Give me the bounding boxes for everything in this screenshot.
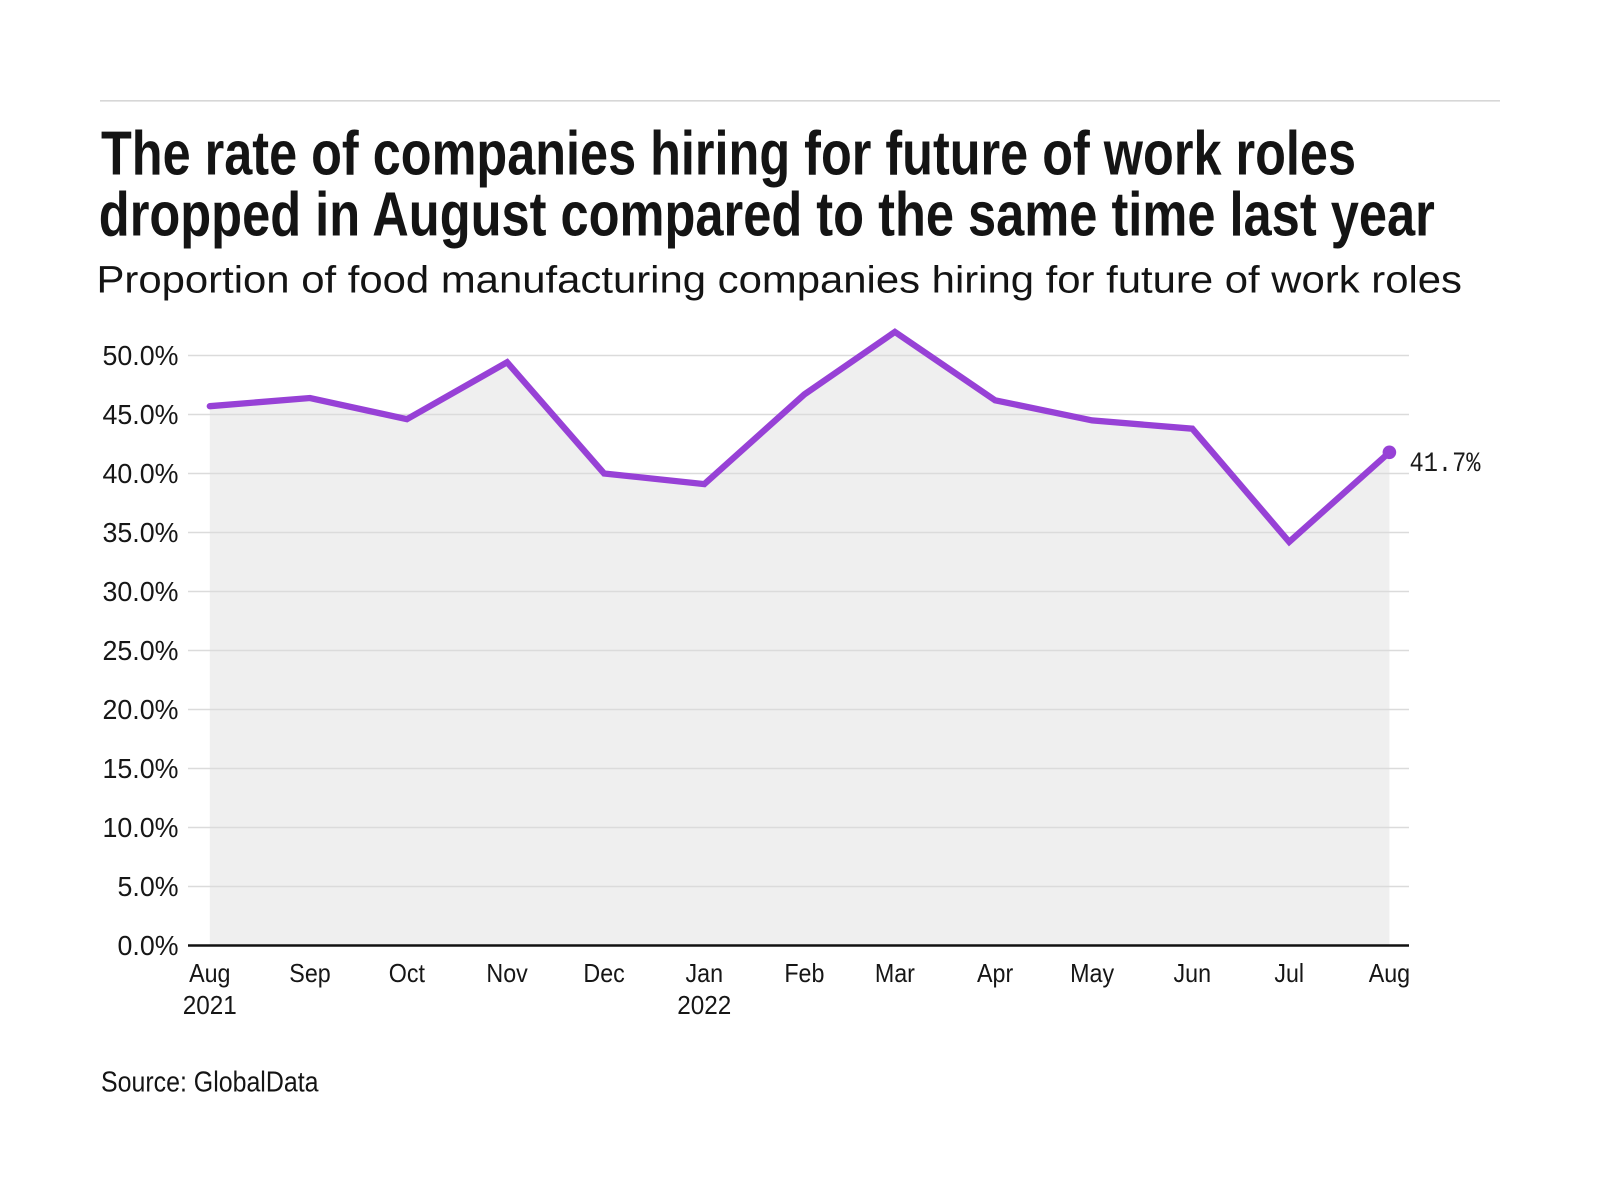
svg-text:40.0%: 40.0% bbox=[103, 458, 179, 489]
svg-text:50.0%: 50.0% bbox=[103, 340, 179, 371]
svg-text:41.7%: 41.7% bbox=[1410, 449, 1481, 480]
svg-text:Jan: Jan bbox=[686, 958, 724, 988]
svg-text:Proportion of food manufacturi: Proportion of food manufacturing compani… bbox=[97, 260, 1463, 302]
svg-text:45.0%: 45.0% bbox=[103, 399, 179, 430]
svg-text:5.0%: 5.0% bbox=[118, 871, 179, 902]
svg-text:Sep: Sep bbox=[289, 958, 330, 988]
svg-text:2022: 2022 bbox=[677, 990, 731, 1020]
svg-text:Nov: Nov bbox=[486, 958, 527, 988]
svg-text:Mar: Mar bbox=[875, 958, 915, 988]
svg-text:35.0%: 35.0% bbox=[103, 517, 179, 548]
svg-text:Oct: Oct bbox=[389, 958, 426, 988]
svg-text:Jun: Jun bbox=[1174, 958, 1212, 988]
svg-text:Source: GlobalData: Source: GlobalData bbox=[101, 1067, 319, 1099]
svg-text:Aug: Aug bbox=[189, 958, 230, 988]
svg-text:Jul: Jul bbox=[1274, 958, 1304, 988]
svg-text:May: May bbox=[1070, 958, 1114, 988]
svg-text:Dec: Dec bbox=[583, 958, 624, 988]
svg-text:Feb: Feb bbox=[784, 958, 824, 988]
svg-text:dropped in August compared to: dropped in August compared to the same t… bbox=[99, 181, 1435, 250]
svg-text:10.0%: 10.0% bbox=[103, 812, 179, 843]
svg-text:20.0%: 20.0% bbox=[103, 694, 179, 725]
svg-text:Aug: Aug bbox=[1369, 958, 1410, 988]
svg-text:0.0%: 0.0% bbox=[118, 930, 179, 961]
svg-text:2021: 2021 bbox=[183, 990, 237, 1020]
svg-text:Apr: Apr bbox=[977, 958, 1013, 988]
svg-text:30.0%: 30.0% bbox=[103, 576, 179, 607]
svg-text:The rate of companies hiring f: The rate of companies hiring for future … bbox=[101, 120, 1356, 189]
svg-text:25.0%: 25.0% bbox=[103, 635, 179, 666]
svg-text:15.0%: 15.0% bbox=[103, 753, 179, 784]
